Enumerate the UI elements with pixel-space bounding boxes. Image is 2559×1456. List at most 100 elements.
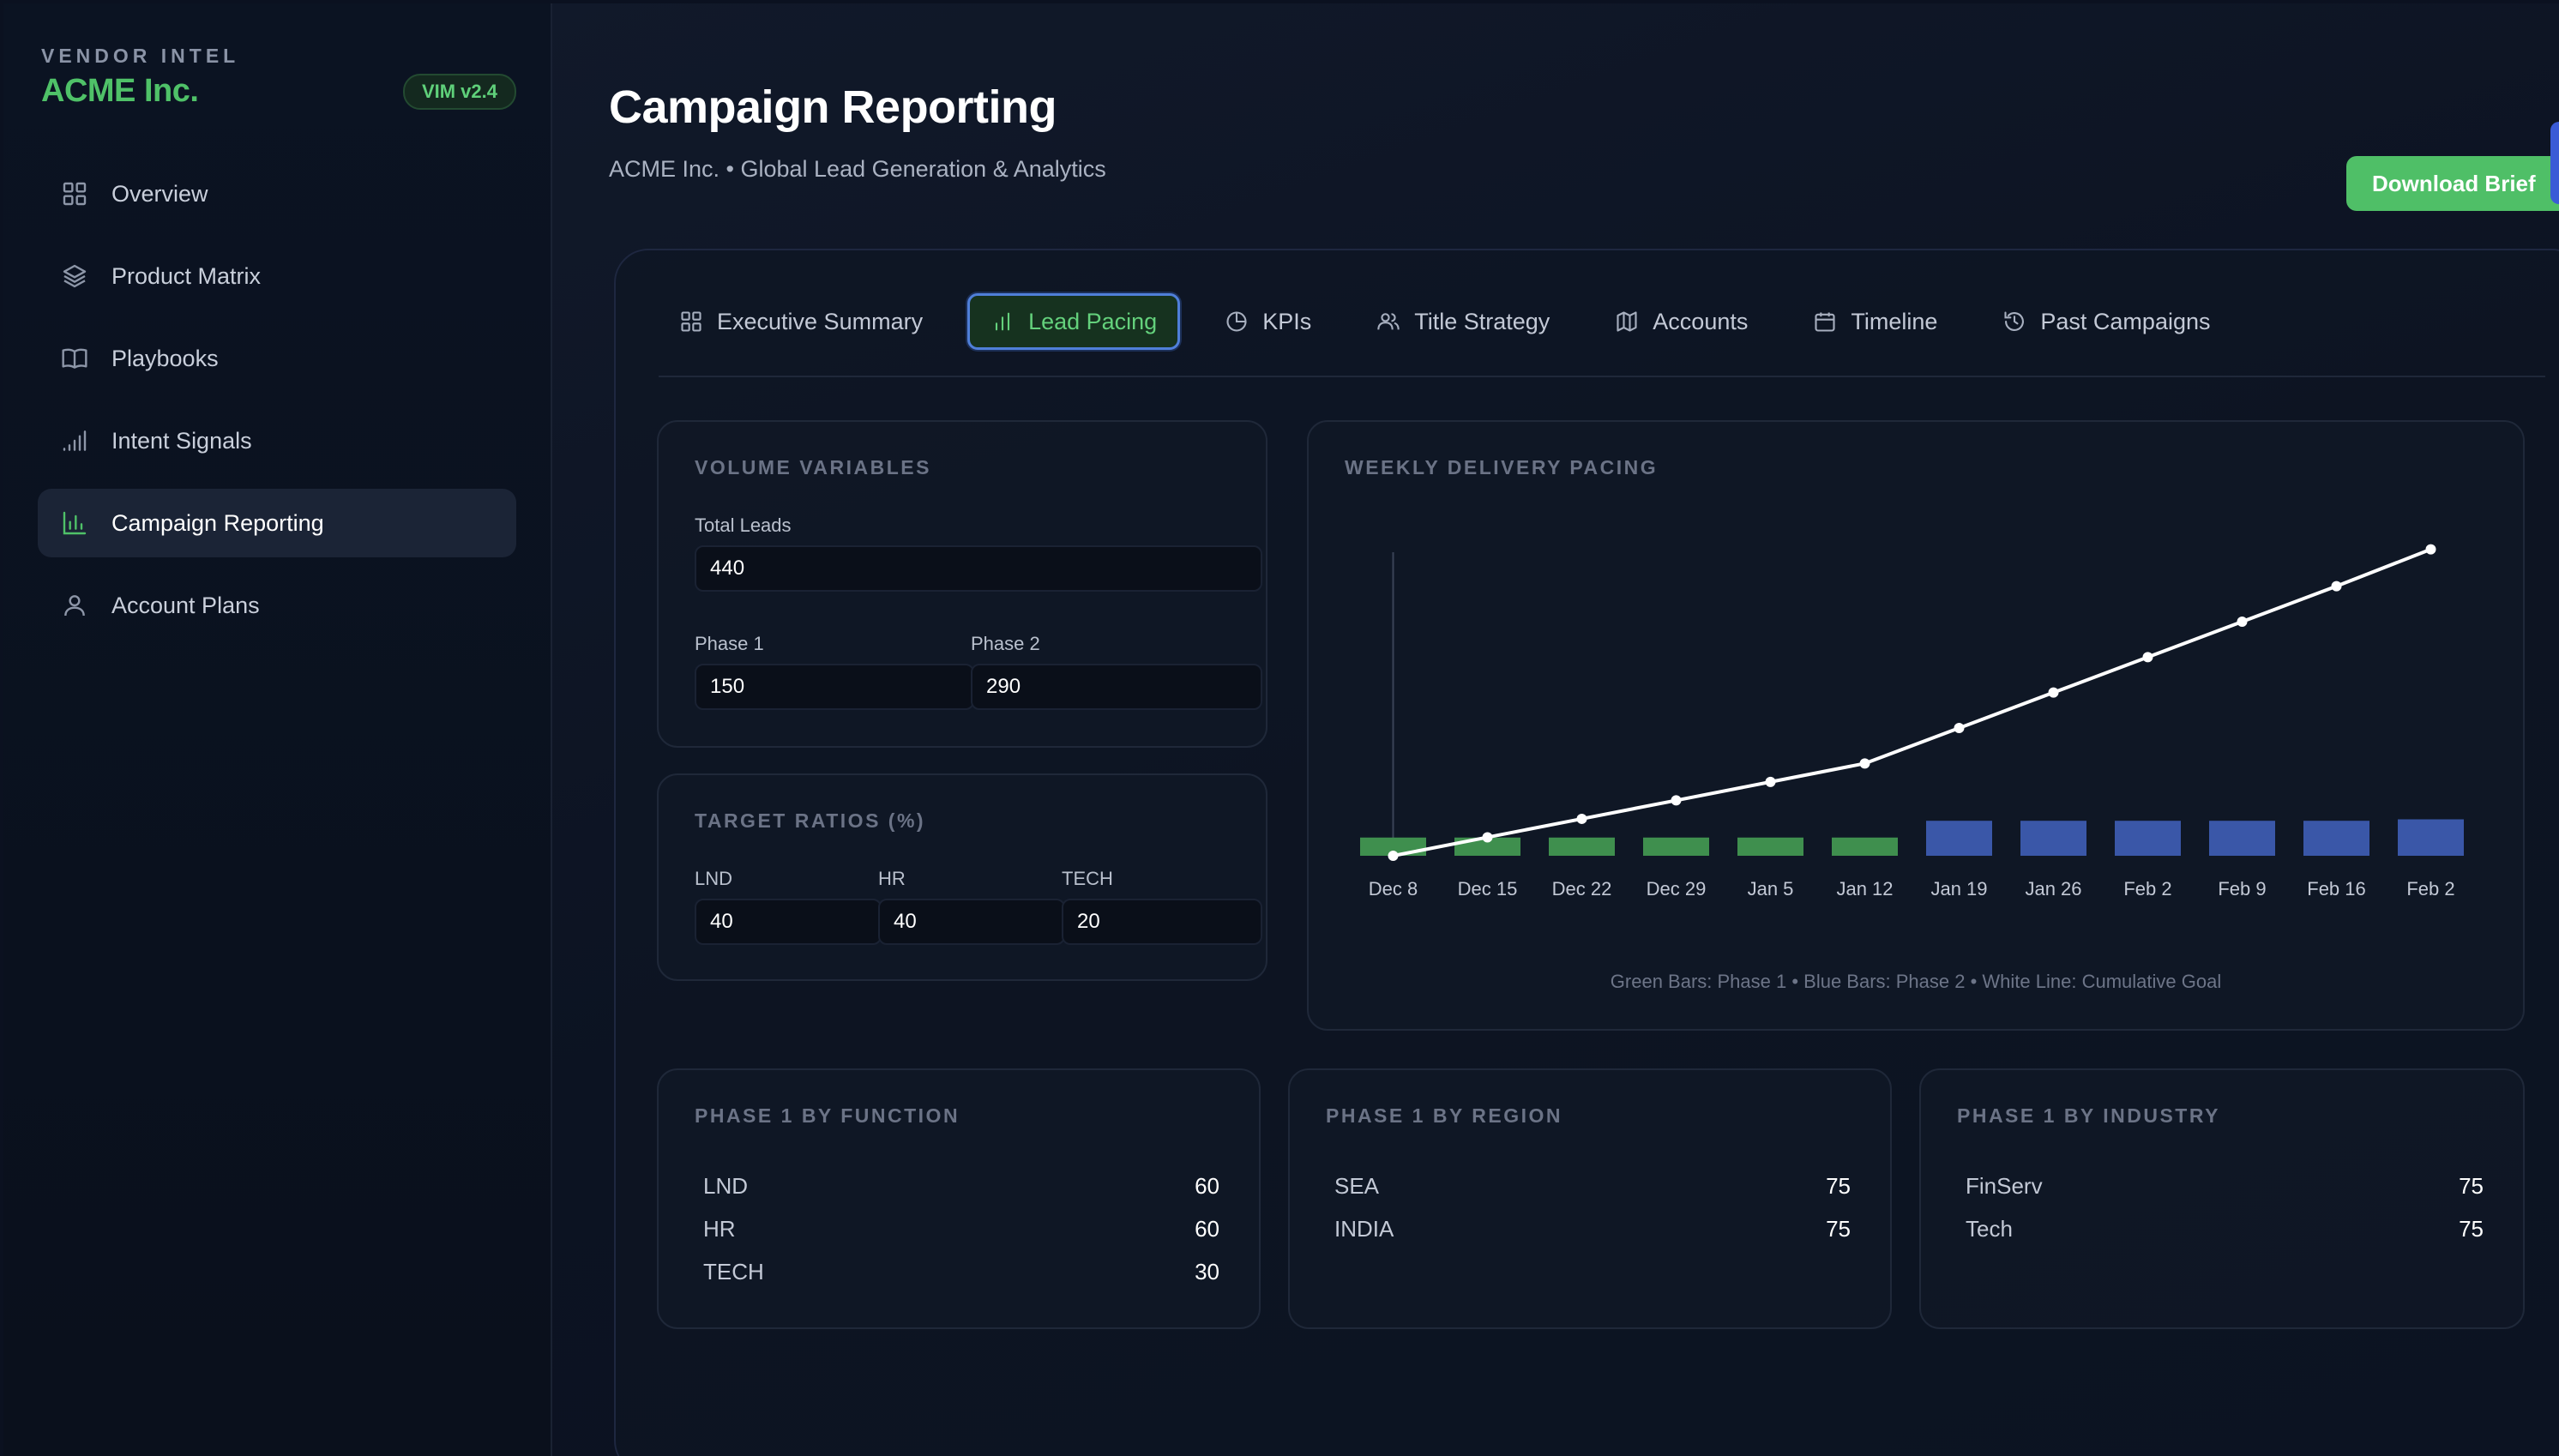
target-ratios-card: TARGET RATIOS (%) LND HR TECH bbox=[657, 773, 1267, 981]
tab-timeline[interactable]: Timeline bbox=[1792, 293, 1958, 350]
pie-chart-icon bbox=[1225, 310, 1249, 334]
cumulative-goal-point bbox=[2048, 687, 2059, 698]
phase2-input[interactable] bbox=[971, 664, 1262, 710]
cumulative-goal-point bbox=[2331, 581, 2342, 592]
cumulative-goal-point bbox=[1671, 795, 1682, 806]
brand-eyebrow: VENDOR INTEL bbox=[41, 45, 240, 67]
tab-label: KPIs bbox=[1262, 308, 1312, 334]
pacing-chart: Dec 8 Dec 15 Dec 22 Dec 29 Jan 5 Jan 12 Jan 19… bbox=[1360, 544, 2464, 899]
card-title: TARGET RATIOS (%) bbox=[695, 809, 926, 832]
list-item: INDIA 75 bbox=[1334, 1216, 1851, 1242]
sidebar-item-account-plans[interactable]: Account Plans bbox=[38, 571, 516, 640]
download-brief-button[interactable]: Download Brief bbox=[2346, 156, 2559, 211]
list-item: FinServ 75 bbox=[1966, 1173, 2484, 1200]
tab-accounts[interactable]: Accounts bbox=[1594, 293, 1768, 350]
row-value: 75 bbox=[2459, 1173, 2484, 1199]
history-icon bbox=[2002, 310, 2026, 334]
edge-accent bbox=[2550, 122, 2559, 204]
row-value: 75 bbox=[1826, 1216, 1851, 1242]
user-icon bbox=[60, 591, 89, 620]
volume-variables-card: VOLUME VARIABLES Total Leads Phase 1 Pha… bbox=[657, 420, 1267, 748]
row-value: 60 bbox=[1195, 1173, 1219, 1199]
list-item: HR 60 bbox=[703, 1216, 1219, 1242]
version-badge: VIM v2.4 bbox=[402, 73, 516, 110]
phase1-bar bbox=[1832, 837, 1898, 856]
sidebar-item-overview[interactable]: Overview bbox=[38, 159, 516, 228]
list-item: SEA 75 bbox=[1334, 1173, 1851, 1200]
x-tick-label: Jan 5 bbox=[1748, 878, 1794, 899]
total-leads-label: Total Leads bbox=[695, 514, 792, 536]
x-tick-label: Dec 22 bbox=[1552, 878, 1612, 899]
tab-bar: Executive Summary Lead Pacing KPIs Title… bbox=[659, 293, 2545, 377]
sidebar-item-campaign-reporting[interactable]: Campaign Reporting bbox=[38, 489, 516, 557]
cumulative-goal-line bbox=[1393, 547, 2432, 857]
sidebar-item-intent-signals[interactable]: Intent Signals bbox=[38, 406, 516, 475]
sidebar-item-label: Campaign Reporting bbox=[111, 509, 324, 536]
cumulative-goal-point bbox=[2142, 652, 2153, 663]
hr-ratio-input[interactable] bbox=[878, 899, 1065, 945]
list-item: Tech 75 bbox=[1966, 1216, 2484, 1242]
tab-title-strategy[interactable]: Title Strategy bbox=[1356, 293, 1570, 350]
tab-label: Accounts bbox=[1653, 308, 1749, 334]
card-title: PHASE 1 BY FUNCTION bbox=[695, 1104, 960, 1127]
phase2-bar bbox=[2209, 821, 2275, 856]
users-icon bbox=[1376, 310, 1400, 334]
row-label: INDIA bbox=[1334, 1216, 1394, 1242]
page-title: Campaign Reporting bbox=[609, 81, 1057, 133]
phase1-by-function-card: PHASE 1 BY FUNCTION LND 60 HR 60 TECH 30 bbox=[657, 1068, 1261, 1329]
bar-chart-icon bbox=[60, 508, 89, 538]
sidebar-item-playbooks[interactable]: Playbooks bbox=[38, 324, 516, 393]
tab-past-campaigns[interactable]: Past Campaigns bbox=[1982, 293, 2231, 350]
page-subtitle: ACME Inc. • Global Lead Generation & Ana… bbox=[609, 156, 1106, 182]
row-label: SEA bbox=[1334, 1173, 1380, 1199]
phase2-label: Phase 2 bbox=[971, 633, 1040, 654]
book-icon bbox=[60, 344, 89, 373]
sidebar: VENDOR INTEL ACME Inc. VIM v2.4 Overview… bbox=[3, 3, 552, 1456]
x-tick-label: Feb 2 bbox=[2406, 878, 2454, 899]
signal-icon bbox=[60, 426, 89, 455]
phase1-by-industry-card: PHASE 1 BY INDUSTRY FinServ 75 Tech 75 bbox=[1919, 1068, 2525, 1329]
tab-label: Timeline bbox=[1851, 308, 1938, 334]
x-tick-label: Jan 12 bbox=[1836, 878, 1893, 899]
phase1-bar bbox=[1737, 837, 1803, 856]
cumulative-goal-point bbox=[2237, 617, 2248, 628]
sidebar-item-product-matrix[interactable]: Product Matrix bbox=[38, 242, 516, 310]
row-label: LND bbox=[703, 1173, 749, 1199]
cumulative-goal-point bbox=[1576, 813, 1587, 824]
row-value: 60 bbox=[1195, 1216, 1219, 1242]
cumulative-goal-point bbox=[1388, 851, 1399, 861]
tab-label: Executive Summary bbox=[717, 308, 924, 334]
x-tick-label: Jan 19 bbox=[1930, 878, 1987, 899]
lnd-ratio-input[interactable] bbox=[695, 899, 882, 945]
phase2-bar bbox=[1926, 821, 1992, 856]
weekly-delivery-pacing-card: WEEKLY DELIVERY PACING Dec 8 Dec 15 Dec 22… bbox=[1307, 420, 2525, 1031]
sidebar-item-label: Account Plans bbox=[111, 592, 260, 618]
card-title: PHASE 1 BY INDUSTRY bbox=[1957, 1104, 2220, 1127]
calendar-icon bbox=[1813, 310, 1837, 334]
card-title: PHASE 1 BY REGION bbox=[1326, 1104, 1562, 1127]
card-title: WEEKLY DELIVERY PACING bbox=[1345, 456, 1659, 478]
tab-kpis[interactable]: KPIs bbox=[1204, 293, 1332, 350]
phase2-bar bbox=[2020, 821, 2086, 856]
map-icon bbox=[1615, 310, 1639, 334]
grid-icon bbox=[679, 310, 703, 334]
lnd-ratio-label: LND bbox=[695, 868, 733, 889]
phase2-bar bbox=[2115, 821, 2181, 856]
tab-lead-pacing[interactable]: Lead Pacing bbox=[967, 293, 1181, 350]
row-label: TECH bbox=[703, 1259, 764, 1285]
row-label: FinServ bbox=[1966, 1173, 2043, 1199]
sidebar-item-label: Overview bbox=[111, 180, 208, 207]
layers-icon bbox=[60, 262, 89, 291]
sidebar-item-label: Intent Signals bbox=[111, 427, 252, 454]
phase1-bar bbox=[1643, 837, 1709, 856]
phase1-label: Phase 1 bbox=[695, 633, 764, 654]
x-tick-label: Jan 26 bbox=[2025, 878, 2081, 899]
phase1-input[interactable] bbox=[695, 664, 974, 710]
tech-ratio-input[interactable] bbox=[1062, 899, 1262, 945]
tab-executive-summary[interactable]: Executive Summary bbox=[659, 293, 943, 350]
x-tick-label: Dec 29 bbox=[1647, 878, 1707, 899]
tab-label: Lead Pacing bbox=[1028, 308, 1158, 334]
total-leads-input[interactable] bbox=[695, 545, 1262, 592]
row-value: 30 bbox=[1195, 1259, 1219, 1285]
card-title: VOLUME VARIABLES bbox=[695, 456, 931, 478]
